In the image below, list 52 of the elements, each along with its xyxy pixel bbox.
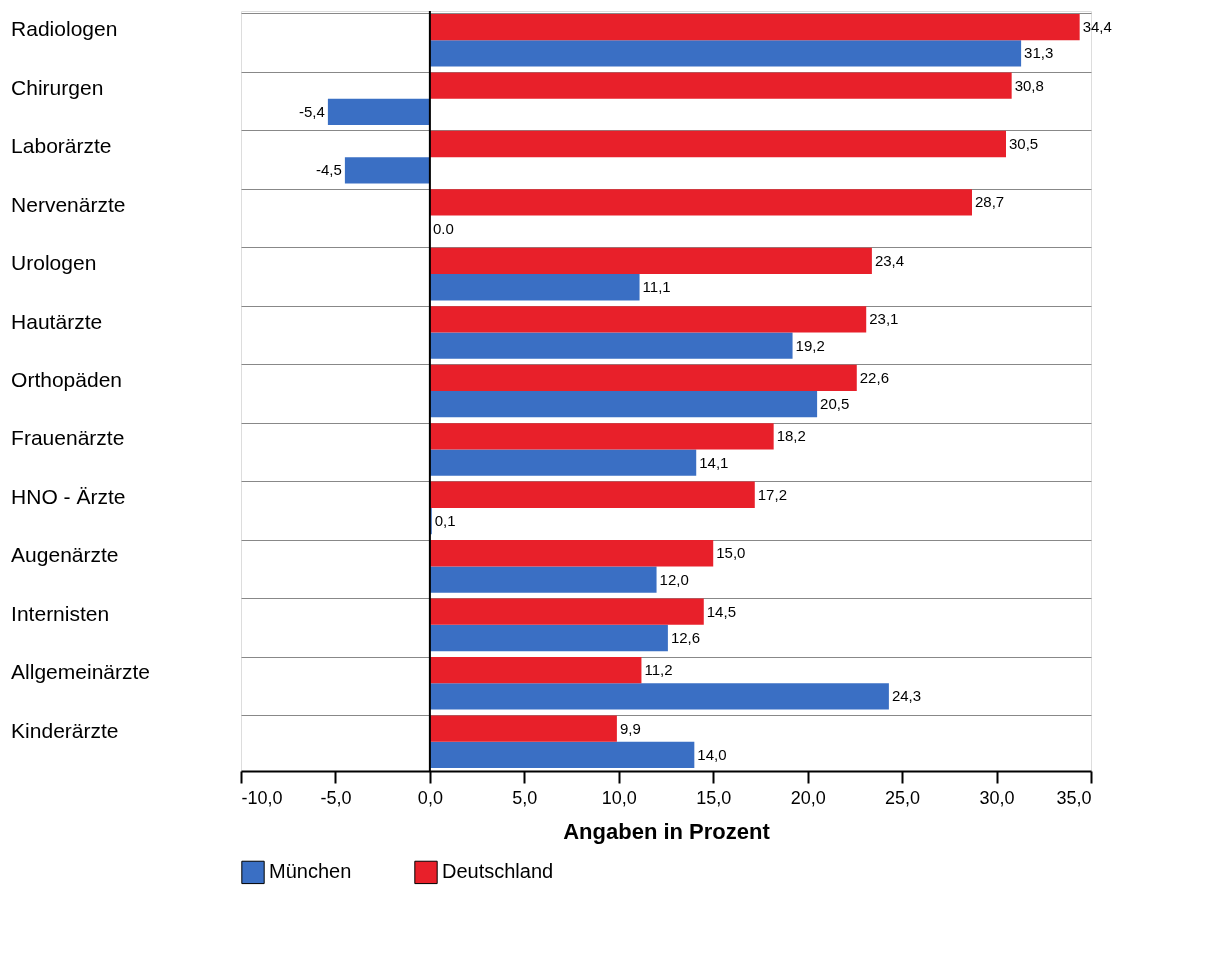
data-label: 23,1 [869, 310, 899, 328]
y-tick-label: Augenärzte [11, 543, 119, 567]
data-label: 19,2 [795, 336, 825, 354]
x-tick-label: 20,0 [790, 787, 826, 808]
data-label: 12,6 [670, 629, 701, 646]
data-label: 11,1 [642, 278, 671, 296]
data-label: 14,1 [699, 453, 729, 471]
data-label: 30,5 [1009, 135, 1039, 152]
data-label: 11,2 [644, 661, 673, 679]
data-label: -5,4 [299, 102, 325, 120]
y-tick-label: Radiologen [11, 17, 118, 41]
legend-label: München [269, 860, 352, 883]
data-label: 0.0 [432, 219, 454, 237]
x-tick-label: 25,0 [885, 787, 921, 808]
data-label: 24,3 [891, 687, 922, 705]
y-tick-label: Hautärzte [11, 309, 103, 333]
x-tick-label: -10,0 [241, 787, 283, 808]
y-tick-label: Orthopäden [11, 368, 123, 391]
x-tick-label: 30,0 [979, 787, 1015, 808]
y-tick-label: Frauenärzte [11, 426, 125, 450]
data-label: 14,0 [697, 745, 727, 763]
y-tick-label: Nervenärzte [11, 192, 126, 216]
y-tick-label: HNO - Ärzte [11, 484, 126, 508]
data-label: 30,8 [1014, 76, 1044, 94]
data-label: 34,4 [1082, 18, 1112, 36]
x-tick-label: 5,0 [512, 787, 538, 808]
data-label: 15,0 [716, 544, 746, 562]
x-tick-label: 0,0 [417, 787, 443, 808]
x-tick-label: 10,0 [601, 787, 637, 808]
y-tick-label: Chirurgen [11, 75, 104, 99]
data-label: 23,4 [874, 251, 905, 269]
y-tick-label: Kinderärzte [11, 718, 119, 742]
data-label: 22,6 [859, 368, 889, 386]
legend-label: Deutschland [442, 860, 554, 883]
data-label: 18,2 [776, 427, 806, 445]
data-label: 12,0 [659, 570, 689, 588]
x-tick-label: -5,0 [320, 787, 352, 808]
y-tick-label: Urologen [11, 251, 97, 275]
data-label: 20,5 [820, 395, 850, 413]
data-label: 31,3 [1024, 44, 1054, 62]
data-label: 0,1 [434, 512, 456, 530]
x-tick-label: 35,0 [1056, 787, 1092, 808]
data-label: 17,2 [757, 485, 787, 503]
y-tick-label: Allgemeinärzte [11, 660, 151, 684]
data-label: 9,9 [619, 719, 641, 737]
data-label: -4,5 [316, 161, 342, 179]
y-tick-label: Internisten [11, 601, 110, 625]
data-label: 14,5 [706, 602, 736, 620]
y-tick-label: Laborärzte [11, 134, 112, 158]
x-axis-title: Angaben in Prozent [563, 818, 771, 844]
x-tick-label: 15,0 [696, 787, 732, 808]
data-label: 28,7 [975, 193, 1005, 211]
